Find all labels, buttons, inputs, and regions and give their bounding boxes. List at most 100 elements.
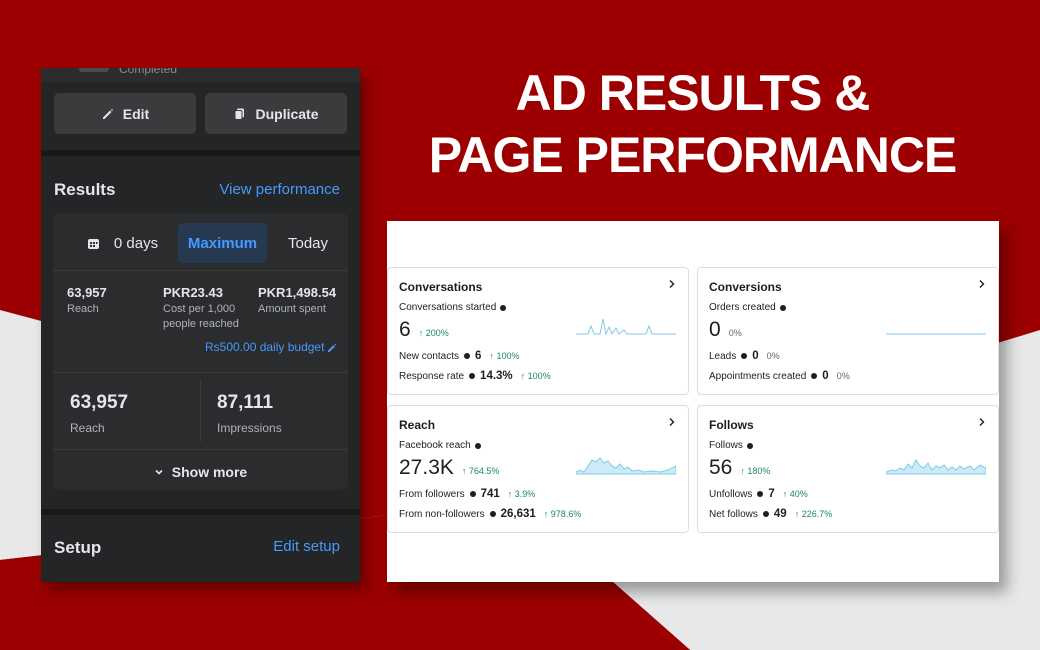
main-change: 0%: [728, 328, 742, 338]
ads-manager-panel: Completed Edit Duplicate Results View pe…: [41, 68, 360, 582]
date-range-tabs: 0 days Maximum Today: [53, 213, 348, 271]
metric-reach-value: 63,957: [67, 285, 107, 300]
chevron-right-icon[interactable]: [977, 417, 986, 427]
stat-value: 14.3%: [480, 370, 513, 382]
stat-change-value: 226.7%: [801, 509, 833, 519]
stat-row: Leads 0 0%: [709, 350, 780, 362]
main-value: 0: [709, 318, 721, 341]
stat-label: Appointments created: [709, 370, 807, 382]
show-more-label: Show more: [171, 464, 248, 480]
view-performance-link[interactable]: View performance: [219, 181, 340, 198]
main-change: ↑ 764.5%: [461, 466, 500, 476]
card-title: Follows: [709, 418, 754, 432]
impressions-label: Impressions: [217, 421, 282, 435]
stat-value: 0: [822, 370, 829, 382]
daily-budget-link[interactable]: Rs500.00 daily budget: [205, 340, 338, 354]
tab-today[interactable]: Today: [287, 234, 329, 252]
card-main-value: 27.3K ↑ 764.5%: [399, 456, 499, 480]
card-main-value: 6 ↑ 200%: [399, 318, 449, 342]
main-value: 6: [399, 318, 411, 341]
conversations-card[interactable]: Conversations Conversations started 6 ↑ 2…: [387, 267, 689, 395]
stat-value: 49: [773, 508, 787, 520]
info-icon[interactable]: [464, 353, 471, 359]
headline-line1: AD RESULTS &: [515, 65, 871, 121]
card-main-value: 56 ↑ 180%: [709, 456, 770, 480]
main-change: ↑ 180%: [740, 466, 771, 476]
subtitle-text: Facebook reach: [399, 440, 471, 451]
conversions-card[interactable]: Conversions Orders created 0 0% Leads 0 0% …: [697, 267, 999, 395]
info-icon[interactable]: [779, 304, 786, 311]
stat-change-value: 3.9%: [514, 489, 536, 499]
subtitle-text: Orders created: [709, 302, 776, 313]
show-more-button[interactable]: Show more: [53, 462, 348, 482]
stat-row: Appointments created 0 0%: [709, 370, 850, 382]
stat-change: ↑ 40%: [782, 489, 808, 499]
page-performance-dashboard: Conversations Conversations started 6 ↑ 2…: [387, 221, 999, 582]
info-icon[interactable]: [500, 304, 507, 311]
results-title: Results: [54, 180, 116, 199]
tab-maximum[interactable]: Maximum: [178, 223, 267, 263]
chevron-right-icon[interactable]: [667, 279, 676, 289]
stat-change-value: 978.6%: [550, 509, 582, 519]
stat-label: New contacts: [399, 350, 460, 362]
stat-label: Leads: [709, 350, 737, 362]
info-icon[interactable]: [469, 491, 476, 497]
card-title: Reach: [399, 418, 436, 432]
stat-change: ↑ 100%: [489, 351, 520, 361]
stat-value: 26,631: [500, 508, 536, 520]
divider: [41, 150, 360, 156]
results-card: 0 days Maximum Today 63,957 Reach PKR23.…: [53, 213, 348, 490]
info-icon[interactable]: [762, 511, 769, 517]
stat-value: 7: [768, 488, 775, 500]
info-icon[interactable]: [811, 373, 818, 379]
stat-change: 0%: [836, 371, 850, 381]
info-icon[interactable]: [741, 353, 748, 359]
chevron-right-icon[interactable]: [977, 279, 986, 289]
setup-title: Setup: [54, 538, 102, 557]
stat-label: Response rate: [399, 370, 465, 382]
big-reach-label: Reach: [70, 421, 105, 435]
edit-setup-link[interactable]: Edit setup: [273, 538, 340, 555]
main-change: ↑ 200%: [418, 328, 449, 338]
pencil-icon: [102, 108, 113, 119]
stat-change: ↑ 226.7%: [794, 509, 833, 519]
stat-change: ↑ 978.6%: [543, 509, 582, 519]
sparkline: [576, 457, 676, 475]
card-main-value: 0 0%: [709, 318, 742, 342]
follows-card[interactable]: Follows Follows 56 ↑ 180% Unfollows 7 ↑ 40%…: [697, 405, 999, 533]
card-title: Conversions: [709, 280, 782, 294]
metric-spent-value: PKR1,498.54: [258, 285, 337, 300]
info-icon[interactable]: [489, 511, 496, 517]
sparkline: [576, 318, 676, 336]
duplicate-button-label: Duplicate: [255, 105, 319, 122]
divider: [53, 372, 348, 373]
impressions-value: 87,111: [217, 392, 274, 413]
reach-card[interactable]: Reach Facebook reach 27.3K ↑ 764.5% From …: [387, 405, 689, 533]
top-status-strip: [41, 68, 360, 82]
duplicate-button[interactable]: Duplicate: [205, 93, 347, 134]
stat-change-value: 100%: [496, 351, 520, 361]
tab-days[interactable]: 0 days: [75, 223, 170, 263]
stat-row: From non-followers 26,631 ↑ 978.6%: [399, 508, 581, 520]
metric-cpm-label: Cost per 1,000 people reached: [163, 303, 239, 330]
stat-label: From followers: [399, 488, 465, 500]
stat-value: 741: [480, 488, 500, 500]
info-icon[interactable]: [474, 442, 481, 449]
edit-button[interactable]: Edit: [54, 93, 196, 134]
chevron-right-icon[interactable]: [667, 417, 676, 427]
sparkline: [886, 459, 986, 475]
sparkline: [886, 333, 986, 335]
info-icon[interactable]: [746, 442, 753, 449]
card-subtitle: Facebook reach: [399, 440, 481, 451]
card-subtitle: Follows: [709, 440, 753, 451]
daily-budget-label: Rs500.00 daily budget: [205, 340, 325, 354]
info-icon[interactable]: [757, 491, 764, 497]
card-subtitle: Orders created: [709, 302, 786, 313]
stat-change-value: 100%: [527, 371, 551, 381]
status-icon: [79, 68, 109, 72]
main-value: 27.3K: [399, 456, 454, 479]
info-icon[interactable]: [469, 373, 476, 379]
subtitle-text: Follows: [709, 440, 743, 451]
metric-cpm-value: PKR23.43: [163, 285, 223, 300]
metric-spent-label: Amount spent: [258, 303, 326, 315]
